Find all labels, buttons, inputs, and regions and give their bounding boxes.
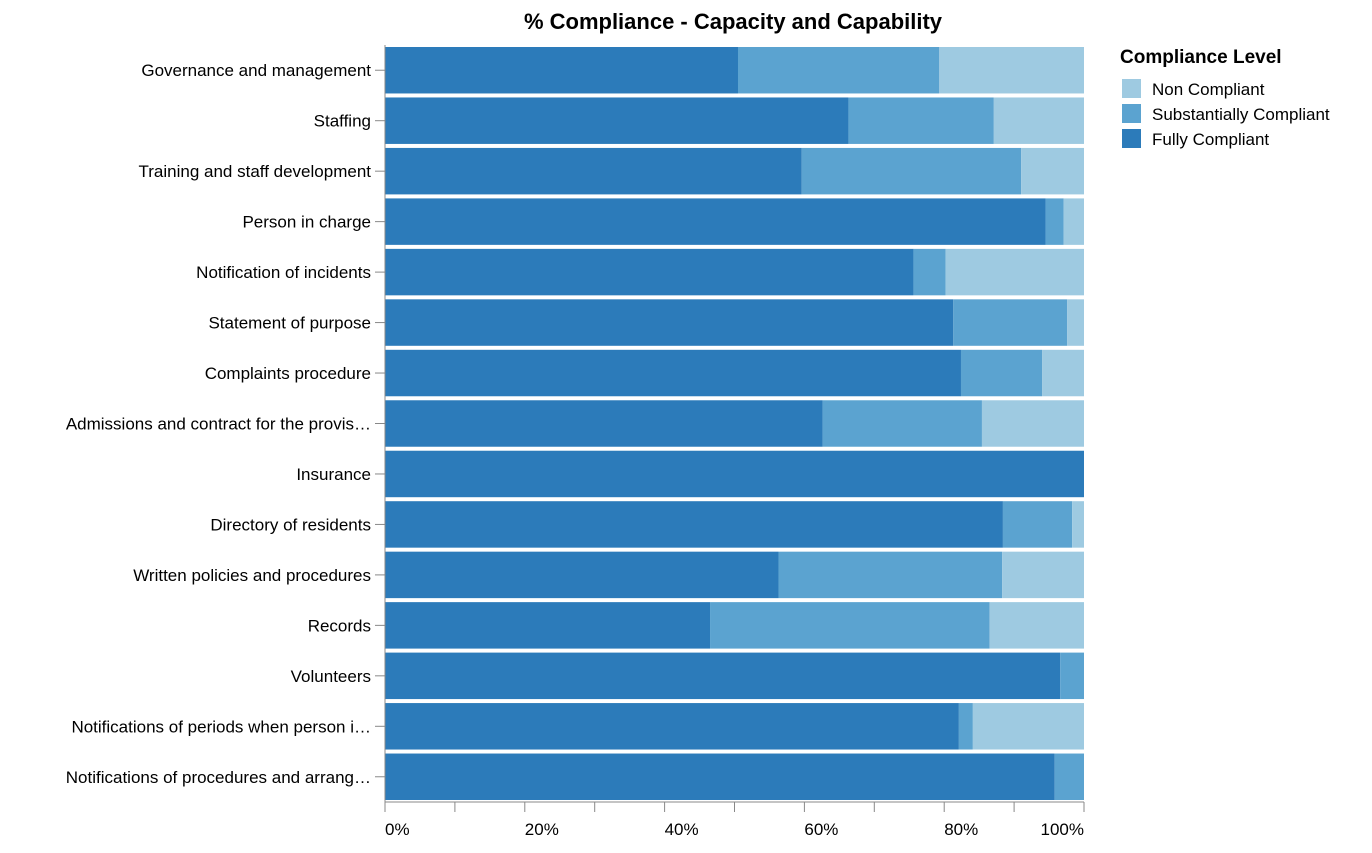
bar-substantially-compliant-6: [960, 349, 1043, 397]
bar-substantially-compliant-14: [1054, 753, 1084, 800]
y-axis: Governance and management Staffing Trainin…: [66, 45, 386, 802]
y-tick-label: Complaints procedure: [205, 364, 371, 383]
bar-fully-compliant-6: [385, 349, 961, 397]
bar-non-compliant-5: [1067, 299, 1084, 346]
bar-fully-compliant-13: [385, 703, 959, 750]
legend: Compliance Level Non Compliant Substantia…: [1120, 47, 1330, 149]
bar-substantially-compliant-0: [737, 47, 940, 94]
bar-non-compliant-7: [981, 400, 1084, 447]
bar-fully-compliant-0: [385, 47, 738, 94]
bar-fully-compliant-3: [385, 198, 1046, 245]
y-tick-label: Directory of residents: [210, 515, 371, 534]
y-tick-label: Notifications of procedures and arrang…: [66, 768, 371, 787]
bar-fully-compliant-4: [385, 248, 914, 296]
y-tick-label: Insurance: [296, 465, 371, 484]
bar-non-compliant-10: [1002, 551, 1084, 599]
bar-substantially-compliant-11: [710, 602, 990, 649]
bar-fully-compliant-10: [385, 551, 779, 599]
bar-non-compliant-9: [1072, 501, 1084, 548]
bar-fully-compliant-5: [385, 299, 954, 346]
bars-layer: [385, 47, 1084, 800]
bar-fully-compliant-9: [385, 501, 1003, 548]
legend-swatch: [1122, 79, 1141, 98]
y-tick-label: Staffing: [314, 112, 371, 131]
legend-swatch: [1122, 104, 1141, 123]
chart-title: % Compliance - Capacity and Capability: [524, 9, 943, 34]
bar-non-compliant-2: [1021, 147, 1084, 195]
bar-fully-compliant-7: [385, 400, 823, 447]
legend-title: Compliance Level: [1120, 47, 1282, 68]
y-tick-label: Governance and management: [141, 61, 371, 80]
y-tick-label: Admissions and contract for the provis…: [66, 415, 371, 434]
y-tick-label: Written policies and procedures: [133, 566, 371, 585]
x-tick-label: 60%: [804, 820, 838, 839]
x-tick-label: 20%: [525, 820, 559, 839]
bar-non-compliant-6: [1042, 349, 1084, 397]
x-tick-label: 100%: [1041, 820, 1084, 839]
legend-label: Substantially Compliant: [1152, 105, 1330, 124]
y-tick-label: Notification of incidents: [196, 263, 371, 282]
bar-substantially-compliant-13: [958, 703, 973, 750]
bar-fully-compliant-12: [385, 652, 1061, 700]
y-tick-label: Volunteers: [291, 667, 371, 686]
y-tick-label: Training and staff development: [139, 162, 372, 181]
bar-non-compliant-11: [989, 602, 1084, 649]
legend-label: Fully Compliant: [1152, 130, 1269, 149]
x-axis: 0% 20% 40% 60% 80% 100%: [384, 801, 1085, 839]
bar-fully-compliant-2: [385, 147, 802, 195]
bar-substantially-compliant-10: [778, 551, 1003, 599]
y-tick-label: Person in charge: [242, 213, 371, 232]
legend-swatch: [1122, 129, 1141, 148]
legend-label: Non Compliant: [1152, 80, 1265, 99]
bar-non-compliant-4: [945, 248, 1084, 296]
bar-substantially-compliant-7: [822, 400, 982, 447]
x-tick-label: 80%: [944, 820, 978, 839]
bar-non-compliant-1: [993, 97, 1084, 144]
x-tick-label: 40%: [665, 820, 699, 839]
bar-substantially-compliant-3: [1045, 198, 1064, 245]
bar-substantially-compliant-9: [1002, 501, 1073, 548]
bar-fully-compliant-14: [385, 753, 1055, 800]
bar-fully-compliant-11: [385, 602, 711, 649]
bar-non-compliant-3: [1063, 198, 1084, 245]
y-tick-label: Notifications of periods when person i…: [71, 717, 371, 736]
bar-non-compliant-0: [939, 47, 1084, 94]
bar-substantially-compliant-2: [801, 147, 1022, 195]
bar-substantially-compliant-4: [913, 248, 946, 296]
bar-substantially-compliant-12: [1060, 652, 1084, 700]
bar-substantially-compliant-1: [848, 97, 994, 144]
y-tick-label: Records: [308, 616, 371, 635]
x-tick-label: 0%: [385, 820, 410, 839]
bar-fully-compliant-8: [385, 450, 1084, 498]
y-tick-label: Statement of purpose: [208, 314, 371, 333]
bar-non-compliant-13: [972, 703, 1084, 750]
bar-fully-compliant-1: [385, 97, 849, 144]
bar-substantially-compliant-5: [953, 299, 1068, 346]
